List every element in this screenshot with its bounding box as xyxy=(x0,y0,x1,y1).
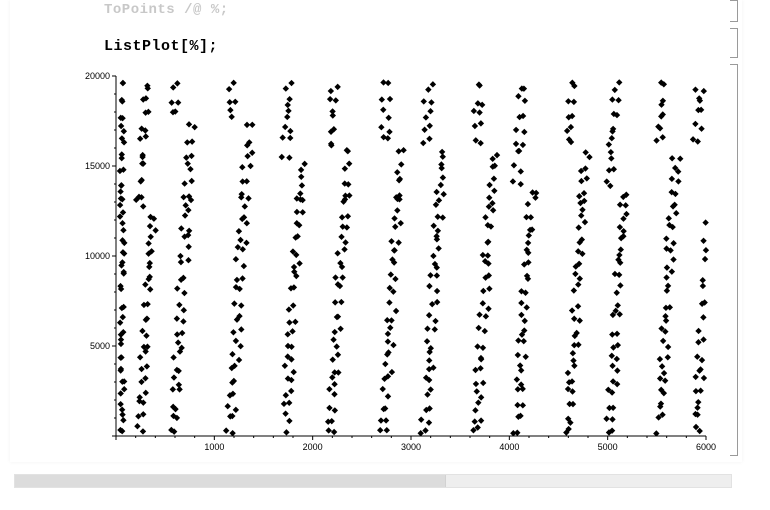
listplot-output: 5000 10000 15000 20000 1000 2000 3000 4000 5000 6… xyxy=(78,66,716,456)
app-root: ToPoints /@ %; ListPlot[%]; 5000 10000 150… xyxy=(0,0,770,510)
svg-text:6000: 6000 xyxy=(696,442,716,452)
cell-bracket-prev[interactable] xyxy=(730,0,738,22)
scatter-chart: 5000 10000 15000 20000 1000 2000 3000 4000 5000 6… xyxy=(78,66,716,456)
svg-text:1000: 1000 xyxy=(204,442,224,452)
code-line-listplot: ListPlot[%]; xyxy=(104,38,218,55)
svg-text:3000: 3000 xyxy=(401,442,421,452)
svg-text:2000: 2000 xyxy=(303,442,323,452)
svg-text:5000: 5000 xyxy=(90,341,110,351)
svg-text:20000: 20000 xyxy=(85,71,110,81)
notebook-area: ToPoints /@ %; ListPlot[%]; 5000 10000 150… xyxy=(10,0,742,462)
svg-text:10000: 10000 xyxy=(85,251,110,261)
svg-text:5000: 5000 xyxy=(598,442,618,452)
code-line-previous: ToPoints /@ %; xyxy=(104,2,229,18)
horizontal-scrollbar[interactable] xyxy=(14,474,732,488)
cell-bracket-input[interactable] xyxy=(730,28,738,58)
scrollbar-thumb[interactable] xyxy=(15,475,446,487)
svg-text:15000: 15000 xyxy=(85,161,110,171)
svg-text:4000: 4000 xyxy=(499,442,519,452)
cell-bracket-output[interactable] xyxy=(730,64,738,456)
